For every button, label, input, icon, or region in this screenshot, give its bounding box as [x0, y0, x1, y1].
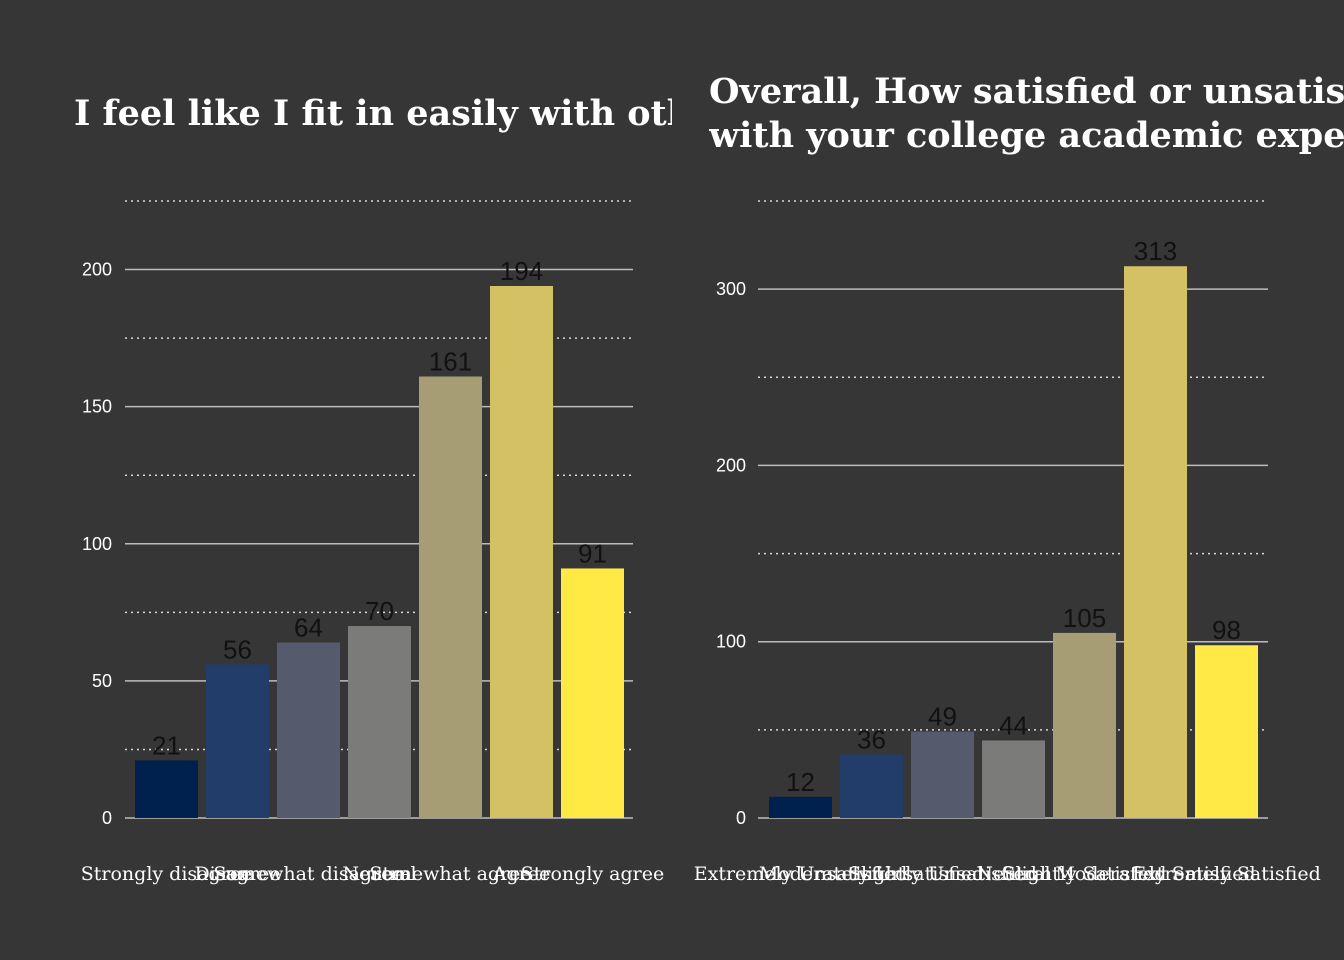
- bar: [1195, 645, 1258, 818]
- y-tick-label: 0: [102, 808, 112, 828]
- data-label: 313: [1134, 236, 1177, 266]
- data-label: 12: [786, 767, 815, 797]
- x-tick-label: Somewhat agree: [369, 863, 531, 885]
- data-label: 56: [223, 634, 252, 664]
- bar: [1053, 632, 1116, 818]
- x-tick-label: Somewhat disagree: [213, 863, 403, 885]
- chart-title-line: Overall, How satisfied or unsatis: [709, 71, 1344, 112]
- y-tick-label: 200: [82, 260, 112, 280]
- data-label: 36: [857, 725, 886, 755]
- chart-title-left: I feel like I fit in easily with oth: [74, 93, 672, 134]
- y-tick-label: 150: [82, 397, 112, 417]
- data-label: 105: [1063, 603, 1106, 633]
- bar: [348, 626, 411, 818]
- chart-title-line: with your college academic expe: [709, 115, 1344, 156]
- bar: [490, 286, 553, 818]
- data-label: 161: [429, 347, 472, 377]
- x-tick-label: Extremely Unsatisfied: [694, 863, 908, 885]
- data-label: 21: [152, 730, 181, 760]
- bar: [840, 754, 903, 818]
- y-tick-label: 100: [716, 632, 746, 652]
- x-tick-label: Extremely Satisfied: [1132, 863, 1321, 885]
- data-label: 64: [294, 612, 323, 642]
- y-tick-label: 100: [82, 534, 112, 554]
- bar: [911, 731, 974, 818]
- x-tick-label: Neutral: [976, 863, 1050, 885]
- x-tick-label: Strongly disagree: [81, 863, 252, 885]
- x-tick-label: Moderately Satisfied: [1055, 863, 1255, 885]
- y-tick-label: 50: [92, 671, 112, 691]
- bar: [982, 740, 1045, 818]
- bar: [561, 568, 624, 818]
- x-tick-label: Moderately Unsatisfied: [759, 863, 984, 885]
- data-label: 44: [999, 710, 1028, 740]
- bar: [419, 376, 482, 818]
- data-label: 194: [500, 256, 543, 286]
- y-tick-label: 300: [716, 279, 746, 299]
- y-tick-label: 200: [716, 455, 746, 475]
- x-tick-label: Neutral: [342, 863, 416, 885]
- bar: [135, 760, 198, 818]
- data-label: 70: [365, 596, 394, 626]
- bar: [769, 796, 832, 818]
- y-tick-label: 0: [736, 808, 746, 828]
- data-label: 91: [578, 538, 607, 568]
- x-tick-label: Agree: [492, 863, 550, 885]
- bar: [1124, 266, 1187, 818]
- x-tick-label: Slightly Unsatisfied: [848, 863, 1037, 885]
- bar: [206, 664, 269, 818]
- data-label: 49: [928, 702, 957, 732]
- x-tick-label: Strongly agree: [521, 863, 664, 885]
- data-label: 98: [1212, 615, 1241, 645]
- bar: [277, 642, 340, 818]
- x-tick-label: Slightly Satisfied: [1003, 863, 1167, 885]
- x-tick-label: Disagree: [194, 863, 280, 885]
- chart-title-right: Overall, How satisfied or unsatis with yo…: [709, 70, 1344, 158]
